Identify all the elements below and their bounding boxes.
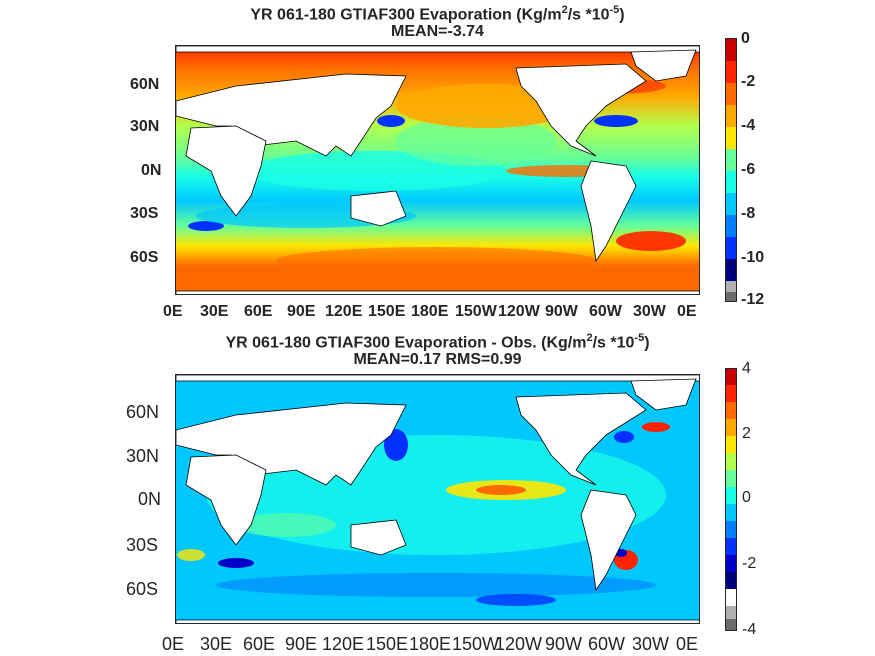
top-cbar-tick-m8: -8 <box>741 205 756 222</box>
bottom-lat-tick-30n: 30N <box>126 446 160 466</box>
top-lon-tick-150e: 150E <box>368 303 406 320</box>
bottom-lon-tick-90w: 90W <box>545 634 583 654</box>
top-cbar-tick-m4: -4 <box>741 117 756 134</box>
top-lat-tick-30n: 30N <box>130 118 160 135</box>
top-colorbar <box>725 38 737 302</box>
top-cbar-tick-0: 0 <box>741 30 750 47</box>
top-colorbar-svg <box>726 39 736 301</box>
top-lon-tick-30e: 30E <box>200 303 229 320</box>
top-map-svg <box>176 46 699 294</box>
top-lon-tick-60e: 60E <box>244 303 273 320</box>
top-lon-tick-90e: 90E <box>287 303 316 320</box>
top-title-sup2: -5 <box>609 4 620 16</box>
top-lon-tick-0e-end: 0E <box>677 303 697 320</box>
bottom-title-text-b: /s *10 <box>592 334 635 352</box>
top-lat-tick-60n: 60N <box>130 76 160 93</box>
bottom-cbar-tick-m2: -2 <box>742 555 757 572</box>
bottom-lon-tick-30w: 30W <box>632 634 670 654</box>
top-lon-tick-120w: 120W <box>498 303 540 320</box>
bottom-cbar-tick-2: 2 <box>742 425 751 442</box>
top-cbar-tick-m12: -12 <box>741 291 765 308</box>
top-lon-tick-30w: 30W <box>633 303 666 320</box>
bottom-lat-tick-30s: 30S <box>126 535 159 555</box>
bottom-lat-tick-60s: 60S <box>126 579 159 599</box>
bottom-title-sup1: 2 <box>586 332 593 344</box>
bottom-lat-tick-0n: 0N <box>138 489 162 509</box>
bottom-lon-tick-150e: 150E <box>366 634 409 654</box>
bottom-lon-tick-180e: 180E <box>409 634 452 654</box>
top-cbar-tick-m6: -6 <box>741 161 756 178</box>
bottom-lon-tick-60w: 60W <box>588 634 626 654</box>
bottom-cbar-tick-4: 4 <box>742 360 751 377</box>
bottom-title-line1: YR 061-180 GTIAF300 Evaporation - Obs. (… <box>0 329 875 352</box>
top-lat-tick-30s: 30S <box>130 205 159 222</box>
bottom-cbar-tick-0: 0 <box>742 489 751 506</box>
bottom-lon-tick-120e: 120E <box>322 634 365 654</box>
top-lon-tick-180e: 180E <box>411 303 449 320</box>
top-title-text-c: ) <box>619 6 625 24</box>
top-cbar-tick-m2: -2 <box>741 73 756 90</box>
bottom-lon-tick-60e: 60E <box>243 634 276 654</box>
top-lat-tick-0n: 0N <box>141 162 162 179</box>
top-lon-tick-150w: 150W <box>455 303 497 320</box>
bottom-title-sup2: -5 <box>634 332 645 344</box>
bottom-colorbar-svg <box>726 369 736 630</box>
bottom-colorbar <box>725 368 737 631</box>
top-lat-tick-60s: 60S <box>130 249 159 266</box>
bottom-cbar-tick-m4: -4 <box>742 621 757 638</box>
bottom-lat-tick-60n: 60N <box>126 402 160 422</box>
bottom-title-text-a: YR 061-180 GTIAF300 Evaporation - Obs. (… <box>225 334 587 352</box>
bottom-title-stats: MEAN=0.17 RMS=0.99 <box>353 351 522 368</box>
top-evaporation-map <box>175 45 700 295</box>
bottom-map-svg <box>176 375 699 623</box>
bottom-difference-map <box>175 374 700 624</box>
top-title-line1: YR 061-180 GTIAF300 Evaporation (Kg/m2/s… <box>0 1 875 24</box>
bottom-lon-tick-150w: 150W <box>452 634 500 654</box>
bottom-lon-tick-0e-end: 0E <box>676 634 699 654</box>
bottom-lon-tick-90e: 90E <box>285 634 318 654</box>
bottom-lon-tick-120w: 120W <box>495 634 543 654</box>
top-lon-tick-120e: 120E <box>325 303 363 320</box>
top-title-text-b: /s *10 <box>567 6 610 24</box>
top-title-text-a: YR 061-180 GTIAF300 Evaporation (Kg/m <box>250 6 562 24</box>
bottom-lon-tick-30e: 30E <box>200 634 233 654</box>
top-title-sup1: 2 <box>561 4 568 16</box>
top-lon-tick-0e: 0E <box>163 303 183 320</box>
bottom-lon-tick-0e: 0E <box>162 634 185 654</box>
top-cbar-tick-m10: -10 <box>741 249 765 266</box>
top-lon-tick-90w: 90W <box>545 303 578 320</box>
top-lon-tick-60w: 60W <box>589 303 622 320</box>
bottom-title-text-c: ) <box>644 334 650 352</box>
top-title-mean: MEAN=-3.74 <box>391 23 484 40</box>
